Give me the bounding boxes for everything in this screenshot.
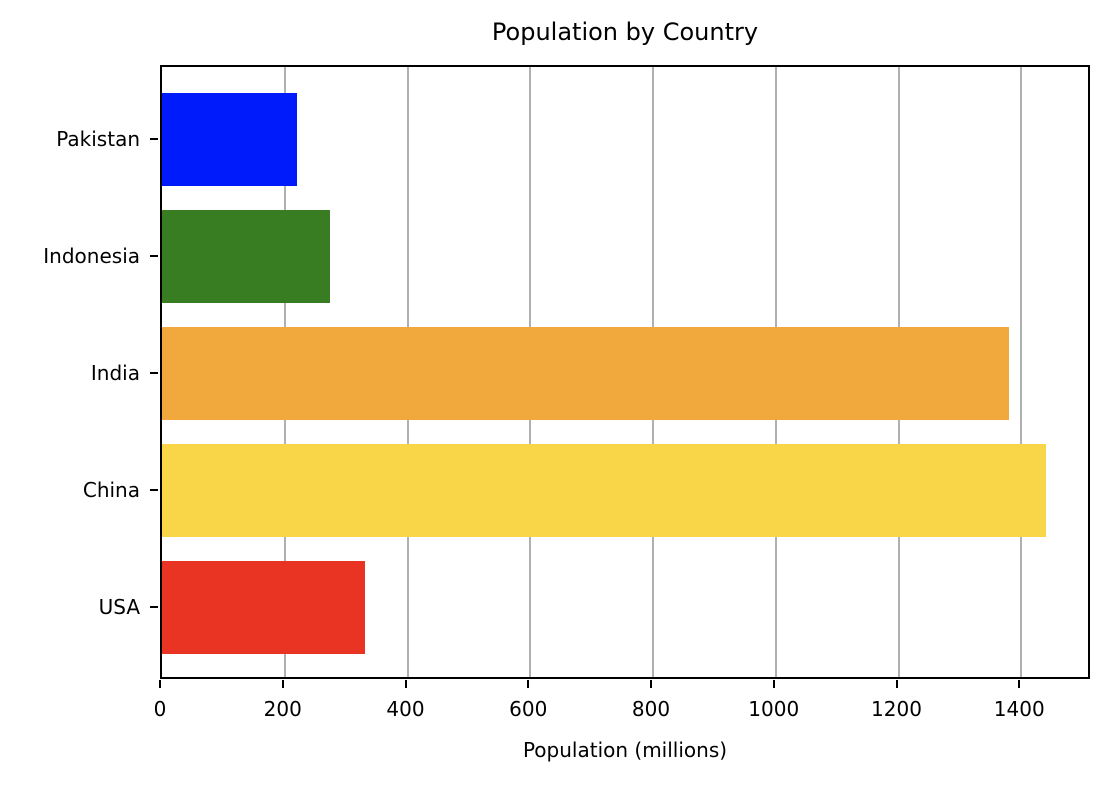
bar-pakistan — [162, 92, 298, 186]
bar-usa — [162, 560, 366, 654]
y-tick-label: USA — [98, 595, 140, 619]
plot-area — [160, 65, 1090, 679]
y-tick-label: Pakistan — [56, 127, 140, 151]
x-tick — [895, 680, 898, 688]
x-tick-label: 600 — [509, 697, 548, 721]
bar-india — [162, 326, 1009, 420]
x-tick-label: 800 — [631, 697, 671, 721]
x-tick — [281, 680, 284, 688]
x-tick-label: 1000 — [748, 697, 800, 721]
x-tick-label: 400 — [386, 697, 425, 721]
x-tick — [159, 680, 161, 688]
y-tick-label: Indonesia — [43, 244, 140, 268]
x-tick-label: 1400 — [993, 697, 1045, 721]
x-tick-label: 0 — [153, 697, 167, 721]
x-tick — [404, 680, 407, 688]
y-tick — [150, 138, 158, 140]
bar-china — [162, 443, 1046, 537]
x-tick — [527, 680, 530, 688]
x-axis-title: Population (millions) — [522, 738, 728, 762]
gridline — [1020, 67, 1023, 677]
y-tick-label: China — [82, 478, 140, 502]
x-tick — [650, 680, 652, 688]
y-tick-label: India — [90, 361, 140, 385]
x-tick — [1018, 680, 1021, 688]
y-tick — [150, 372, 158, 374]
y-tick — [150, 606, 158, 608]
bar-indonesia — [162, 209, 330, 303]
chart-title: Population by Country — [491, 18, 759, 46]
x-tick — [772, 680, 775, 688]
y-tick — [150, 489, 158, 491]
x-tick-label: 200 — [263, 697, 302, 721]
y-tick — [150, 255, 158, 257]
x-tick-label: 1200 — [871, 697, 922, 721]
